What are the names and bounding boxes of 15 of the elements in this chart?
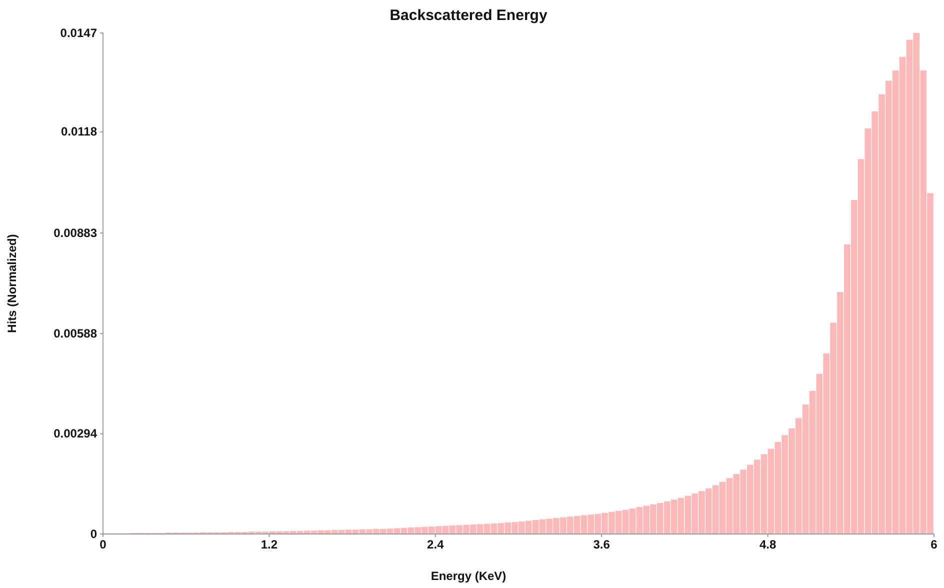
chart-title: Backscattered Energy [390,7,548,24]
y-tick-label: 0.0147 [60,26,98,40]
x-tick-label: 3.6 [593,538,610,552]
y-tick-label: 0 [90,526,98,541]
y-tick-label: 0.00588 [54,326,98,340]
x-tick-label: 0 [100,538,107,552]
x-tick-label: 1.2 [260,538,278,552]
x-tick-label: 4.8 [759,538,776,552]
x-axis-title: Energy (KeV) [430,569,506,583]
y-axis-title: Hits (Normalized) [5,234,19,333]
y-tick-label: 0.00294 [54,426,98,441]
y-tick-label: 0.0118 [60,124,98,139]
y-tick-label: 0.00883 [54,226,98,240]
x-tick-label: 2.4 [427,538,444,552]
x-tick-label: 6 [930,538,938,552]
